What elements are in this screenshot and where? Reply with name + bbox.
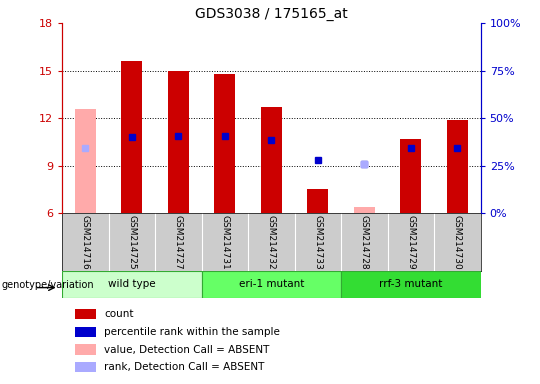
Bar <box>62 271 201 298</box>
Bar <box>75 344 96 355</box>
Text: GSM214727: GSM214727 <box>174 215 183 270</box>
Bar <box>75 109 96 213</box>
Bar <box>75 309 96 319</box>
Text: percentile rank within the sample: percentile rank within the sample <box>104 327 280 337</box>
Text: genotype/variation: genotype/variation <box>1 280 94 290</box>
Text: GSM214725: GSM214725 <box>127 215 136 270</box>
Bar <box>354 207 375 213</box>
Text: GSM214730: GSM214730 <box>453 215 462 270</box>
Bar <box>341 271 481 298</box>
Bar <box>261 107 282 213</box>
Bar <box>201 271 341 298</box>
Text: rank, Detection Call = ABSENT: rank, Detection Call = ABSENT <box>104 362 264 372</box>
Bar <box>307 189 328 213</box>
Title: GDS3038 / 175165_at: GDS3038 / 175165_at <box>195 7 348 21</box>
Text: GSM214733: GSM214733 <box>313 215 322 270</box>
Text: GSM214729: GSM214729 <box>407 215 415 270</box>
Text: wild type: wild type <box>108 279 156 289</box>
Text: rrf-3 mutant: rrf-3 mutant <box>379 279 443 289</box>
Bar <box>400 139 421 213</box>
Text: GSM214731: GSM214731 <box>220 215 230 270</box>
Bar <box>168 71 189 213</box>
Text: GSM214732: GSM214732 <box>267 215 276 270</box>
Bar <box>447 120 468 213</box>
Bar <box>75 362 96 372</box>
Text: GSM214728: GSM214728 <box>360 215 369 270</box>
Bar <box>122 61 143 213</box>
Text: eri-1 mutant: eri-1 mutant <box>239 279 304 289</box>
Text: GSM214716: GSM214716 <box>81 215 90 270</box>
Bar <box>214 74 235 213</box>
Bar <box>75 326 96 337</box>
Text: count: count <box>104 309 133 319</box>
Text: value, Detection Call = ABSENT: value, Detection Call = ABSENT <box>104 344 269 354</box>
